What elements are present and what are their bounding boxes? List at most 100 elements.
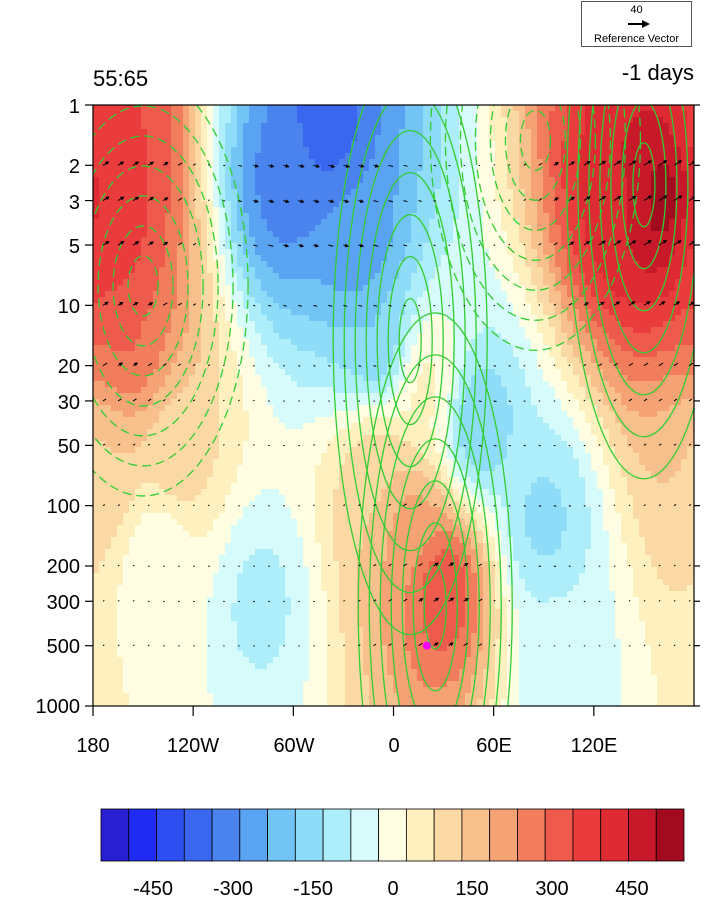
heatmap-cell bbox=[285, 375, 292, 382]
heatmap-cell bbox=[417, 117, 424, 124]
heatmap-cell bbox=[279, 261, 286, 268]
heatmap-cell bbox=[105, 351, 112, 358]
heatmap-cell bbox=[519, 189, 526, 196]
heatmap-cell bbox=[123, 201, 130, 208]
heatmap-cell bbox=[495, 381, 502, 388]
heatmap-cell bbox=[255, 207, 262, 214]
heatmap-cell bbox=[651, 327, 658, 334]
heatmap-cell bbox=[213, 117, 220, 124]
heatmap-cell bbox=[93, 165, 100, 172]
heatmap-cell bbox=[501, 147, 508, 154]
heatmap-cell bbox=[261, 129, 268, 136]
heatmap-cell bbox=[453, 351, 460, 358]
heatmap-cell bbox=[153, 291, 160, 298]
heatmap-cell bbox=[285, 369, 292, 376]
heatmap-cell bbox=[441, 105, 448, 112]
heatmap-cell bbox=[165, 261, 172, 268]
heatmap-cell bbox=[555, 285, 562, 292]
heatmap-cell bbox=[465, 279, 472, 286]
heatmap-cell bbox=[645, 351, 652, 358]
heatmap-cell bbox=[555, 363, 562, 370]
heatmap-cell bbox=[513, 147, 520, 154]
heatmap-cell bbox=[519, 333, 526, 340]
heatmap-cell bbox=[615, 303, 622, 310]
heatmap-cell bbox=[141, 165, 148, 172]
heatmap-cell bbox=[135, 237, 142, 244]
heatmap-cell bbox=[255, 315, 262, 322]
heatmap-cell bbox=[273, 393, 280, 400]
heatmap-cell bbox=[681, 177, 688, 184]
heatmap-cell bbox=[435, 339, 442, 346]
heatmap-cell bbox=[369, 129, 376, 136]
heatmap-cell bbox=[663, 393, 670, 400]
heatmap-cell bbox=[219, 261, 226, 268]
heatmap-cell bbox=[585, 243, 592, 250]
heatmap-cell bbox=[189, 267, 196, 274]
heatmap-cell bbox=[669, 165, 676, 172]
heatmap-cell bbox=[603, 309, 610, 316]
heatmap-cell bbox=[273, 363, 280, 370]
heatmap-cell bbox=[417, 255, 424, 262]
heatmap-cell bbox=[537, 249, 544, 256]
heatmap-cell bbox=[663, 207, 670, 214]
heatmap-cell bbox=[231, 255, 238, 262]
heatmap-cell bbox=[201, 327, 208, 334]
heatmap-cell bbox=[459, 315, 466, 322]
heatmap-cell bbox=[195, 207, 202, 214]
heatmap-cell bbox=[507, 195, 514, 202]
heatmap-cell bbox=[279, 225, 286, 232]
heatmap-cell bbox=[471, 183, 478, 190]
heatmap-cell bbox=[147, 351, 154, 358]
heatmap-cell bbox=[639, 147, 646, 154]
heatmap-cell bbox=[465, 303, 472, 310]
heatmap-cell bbox=[381, 189, 388, 196]
heatmap-cell bbox=[147, 213, 154, 220]
heatmap-cell bbox=[111, 393, 118, 400]
heatmap-cell bbox=[117, 177, 124, 184]
heatmap-cell bbox=[261, 345, 268, 352]
heatmap-cell bbox=[315, 237, 322, 244]
heatmap-cell bbox=[399, 159, 406, 166]
heatmap-cell bbox=[207, 117, 214, 124]
heatmap-cell bbox=[237, 321, 244, 328]
heatmap-cell bbox=[471, 195, 478, 202]
heatmap-cell bbox=[603, 261, 610, 268]
heatmap-cell bbox=[243, 399, 250, 406]
heatmap-cell bbox=[471, 369, 478, 376]
heatmap-cell bbox=[459, 195, 466, 202]
heatmap-cell bbox=[327, 309, 334, 316]
heatmap-cell bbox=[423, 189, 430, 196]
heatmap-cell bbox=[579, 255, 586, 262]
heatmap-cell bbox=[531, 333, 538, 340]
heatmap-cell bbox=[531, 351, 538, 358]
heatmap-cell bbox=[345, 177, 352, 184]
heatmap-cell bbox=[351, 399, 358, 406]
heatmap-cell bbox=[465, 333, 472, 340]
heatmap-cell bbox=[315, 225, 322, 232]
heatmap-cell bbox=[591, 201, 598, 208]
heatmap-cell bbox=[267, 189, 274, 196]
heatmap-cell bbox=[297, 171, 304, 178]
heatmap-cell bbox=[231, 279, 238, 286]
heatmap-cell bbox=[423, 219, 430, 226]
heatmap-cell bbox=[129, 207, 136, 214]
heatmap-cell bbox=[609, 285, 616, 292]
heatmap-cell bbox=[189, 369, 196, 376]
heatmap-cell bbox=[315, 159, 322, 166]
heatmap-cell bbox=[327, 357, 334, 364]
heatmap-cell bbox=[255, 159, 262, 166]
heatmap-cell bbox=[459, 285, 466, 292]
heatmap-cell bbox=[405, 357, 412, 364]
heatmap-cell bbox=[147, 135, 154, 142]
heatmap-cell bbox=[105, 141, 112, 148]
heatmap-cell bbox=[447, 309, 454, 316]
heatmap-cell bbox=[447, 363, 454, 370]
heatmap-cell bbox=[543, 177, 550, 184]
heatmap-cell bbox=[291, 135, 298, 142]
heatmap-cell bbox=[465, 183, 472, 190]
heatmap-cell bbox=[219, 321, 226, 328]
heatmap-cell bbox=[645, 285, 652, 292]
heatmap-cell bbox=[291, 153, 298, 160]
heatmap-cell bbox=[351, 267, 358, 274]
heatmap-cell bbox=[687, 165, 694, 172]
